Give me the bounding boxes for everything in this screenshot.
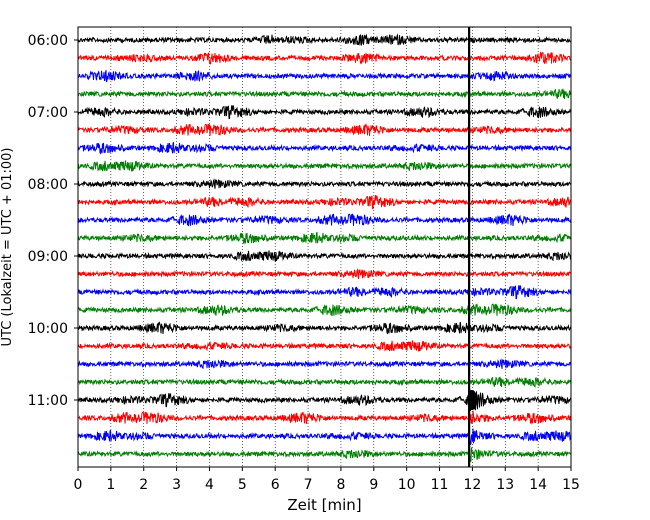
- trace-layer: [77, 33, 572, 463]
- event-amplitude-blob: [467, 390, 478, 410]
- y-tick-label-1: 07:00: [28, 105, 68, 121]
- x-tick-label-9: 9: [369, 477, 378, 493]
- trace-0830: [77, 213, 572, 227]
- trace-0845: [77, 231, 572, 245]
- x-tick-label-5: 5: [238, 477, 247, 493]
- trace-0645: [77, 88, 572, 100]
- y-axis-ticks: 06:00 07:00 08:00 09:00 10:00 11:00: [28, 33, 78, 409]
- trace-0815: [77, 194, 572, 210]
- trace-0915: [77, 268, 572, 279]
- y-tick-label-2: 08:00: [28, 177, 68, 193]
- trace-0615: [77, 50, 572, 66]
- x-tick-label-8: 8: [336, 477, 345, 493]
- y-axis-label: UTC (Lokalzeit = UTC + 01:00): [0, 148, 15, 347]
- y-tick-label-4: 10:00: [28, 321, 68, 337]
- x-tick-label-6: 6: [271, 477, 280, 493]
- trace-0900: [77, 250, 572, 262]
- trace-1115: [77, 410, 572, 425]
- y-tick-label-0: 06:00: [28, 33, 68, 49]
- x-tick-label-2: 2: [139, 477, 148, 493]
- x-tick-label-11: 11: [431, 477, 449, 493]
- trace-0800: [77, 178, 572, 189]
- trace-1030: [77, 358, 572, 370]
- trace-1130: [77, 428, 572, 446]
- x-tick-label-10: 10: [398, 477, 416, 493]
- x-axis-ticks: 0 1 2 3 4 5 6 7 8 9 10 11 12 13 14 15: [74, 467, 580, 493]
- x-tick-label-3: 3: [172, 477, 181, 493]
- x-tick-label-14: 14: [529, 477, 547, 493]
- x-tick-label-0: 0: [74, 477, 83, 493]
- x-tick-label-15: 15: [562, 477, 580, 493]
- trace-1015: [77, 340, 572, 352]
- trace-0930: [77, 284, 572, 300]
- trace-0715: [77, 123, 572, 137]
- x-axis-label: Zeit [min]: [287, 496, 361, 514]
- trace-0945: [77, 303, 572, 317]
- y-tick-label-5: 11:00: [28, 393, 68, 409]
- trace-0700: [77, 104, 572, 120]
- event-layer: [467, 27, 478, 467]
- y-tick-label-3: 09:00: [28, 249, 68, 265]
- trace-1145: [77, 444, 572, 463]
- trace-0630: [77, 69, 572, 83]
- trace-1100: [77, 389, 572, 412]
- trace-1045: [77, 376, 572, 388]
- trace-0600: [77, 33, 572, 47]
- trace-0745: [77, 160, 572, 172]
- plot-frame: [77, 26, 572, 468]
- x-tick-label-1: 1: [106, 477, 115, 493]
- trace-1000: [77, 321, 572, 335]
- x-tick-label-12: 12: [463, 477, 481, 493]
- x-tick-label-13: 13: [496, 477, 514, 493]
- x-tick-label-7: 7: [304, 477, 313, 493]
- x-tick-label-4: 4: [205, 477, 214, 493]
- trace-0730: [77, 141, 572, 155]
